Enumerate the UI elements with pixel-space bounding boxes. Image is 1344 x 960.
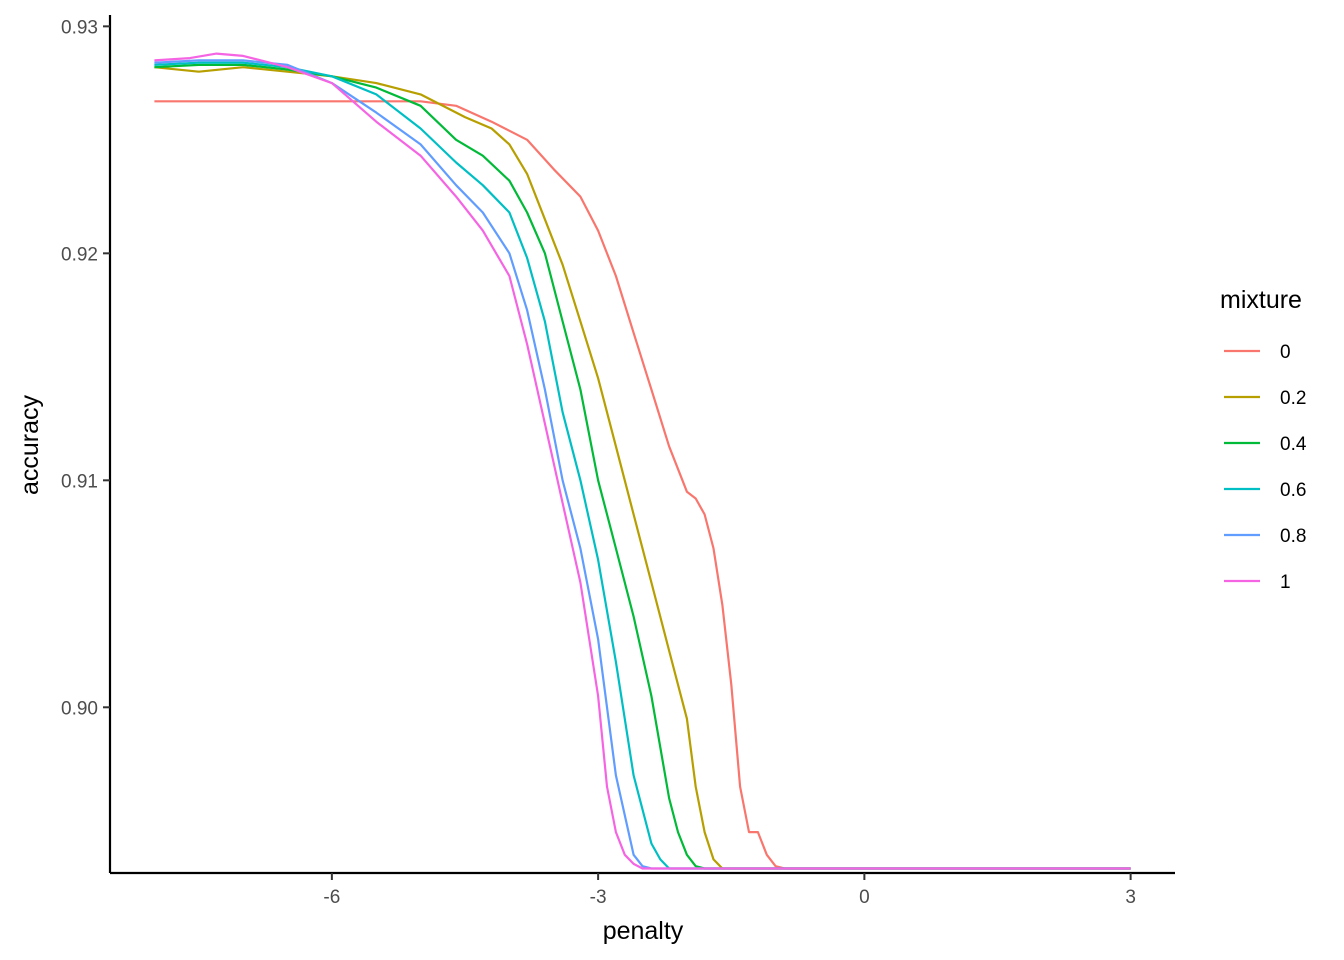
x-tick-label: -3: [590, 887, 607, 908]
legend-label: 0.2: [1280, 388, 1306, 409]
legend-label: 0.8: [1280, 526, 1306, 547]
x-axis-title: penalty: [603, 917, 684, 945]
series-line-0-4: [154, 63, 1131, 870]
y-tick-label: 0.93: [61, 17, 98, 38]
series-line-0: [154, 100, 1131, 870]
x-tick-label: 0: [859, 887, 870, 908]
axes: -6 -3 0 3 0.90 0.91 0.92 0.93: [61, 15, 1175, 908]
legend-label: 1: [1280, 572, 1291, 593]
series-line-0-8: [154, 59, 1131, 870]
legend-title: mixture: [1220, 286, 1302, 314]
x-tick-label: 3: [1125, 887, 1136, 908]
series-line-0-2: [154, 66, 1131, 870]
y-tick-label: 0.90: [61, 698, 98, 719]
y-tick-label: 0.91: [61, 471, 98, 492]
series-lines: [154, 52, 1131, 870]
legend-label: 0: [1280, 342, 1291, 363]
series-line-1: [154, 52, 1131, 870]
y-tick-label: 0.92: [61, 244, 98, 265]
legend-label: 0.4: [1280, 434, 1307, 455]
legend-label: 0.6: [1280, 480, 1306, 501]
y-axis-title: accuracy: [16, 394, 44, 495]
x-tick-label: -6: [323, 887, 340, 908]
legend: mixture 0 0.2 0.4 0.6 0.8 1: [1220, 286, 1307, 593]
series-line-0-6: [154, 61, 1131, 870]
